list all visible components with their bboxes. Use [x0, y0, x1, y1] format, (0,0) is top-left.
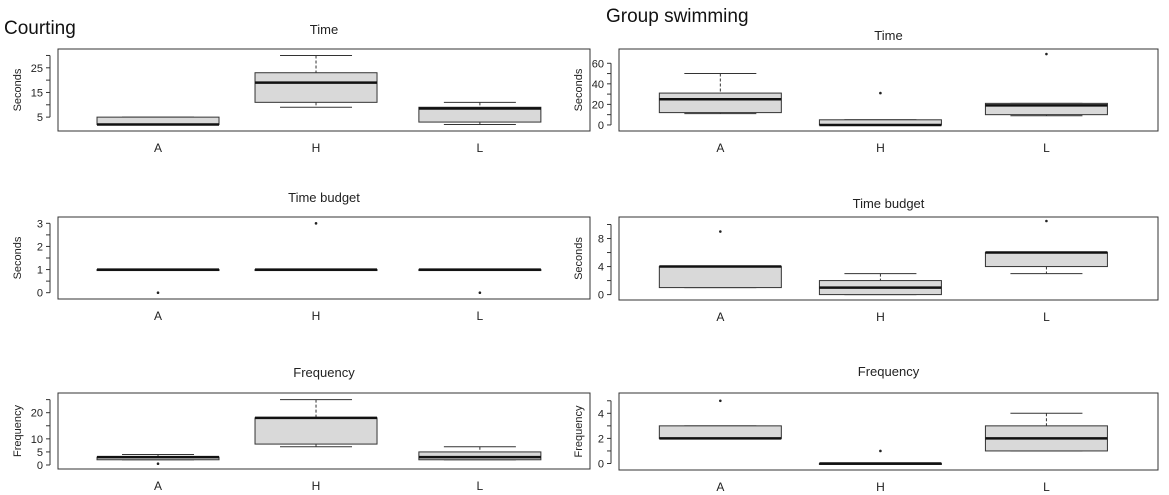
- courting-frequency-xtick-label-a: A: [154, 479, 162, 493]
- group-swimming-time-box-l: [984, 102, 1108, 116]
- courting-frequency-ytick-label: 5: [37, 447, 43, 459]
- group-swimming-frequency-ytick-label: 0: [598, 458, 604, 470]
- courting-frequency-ylabel: Frequency: [12, 405, 24, 457]
- courting-time-ytick-label: 5: [37, 112, 43, 124]
- group-swimming-time-ytick-label: 40: [592, 79, 604, 91]
- group-swimming-time-budget-xtick-label-h: H: [876, 310, 885, 324]
- group-swimming-time-budget-ytick-label: 0: [598, 290, 604, 302]
- courting-frequency-xtick-label-l: L: [477, 479, 484, 493]
- courting-time-budget-title: Time budget: [288, 190, 360, 205]
- courting-time-ytick-label: 15: [31, 87, 43, 99]
- courting-frequency-box-h: [254, 417, 378, 445]
- group-swimming-time-plot-frame: [618, 48, 1159, 132]
- courting-frequency-ytick-label: 0: [37, 460, 43, 472]
- courting-time-budget-ytick-label: 3: [37, 218, 43, 230]
- courting-time-budget-xtick-label-a: A: [154, 309, 162, 323]
- courting-time-xtick-label-h: H: [312, 141, 321, 155]
- courting-time-xtick-label-l: L: [477, 141, 484, 155]
- courting-time-budget-outlier-a: [156, 291, 160, 294]
- courting-time-budget-ylabel: Seconds: [12, 236, 24, 279]
- group-swimming-frequency-ytick-label: 4: [598, 408, 604, 420]
- group-swimming-frequency-box-a: [658, 425, 782, 439]
- courting-frequency-outlier-a: [156, 462, 160, 465]
- group-swimming-time-budget-xtick-label-a: A: [716, 310, 724, 324]
- group-swimming-time-xtick-label-a: A: [716, 141, 724, 155]
- group-swimming-time-budget-title: Time budget: [853, 196, 925, 211]
- courting-time-budget-xtick-label-h: H: [312, 309, 321, 323]
- courting-frequency-ytick-label: 10: [31, 434, 43, 446]
- courting-time-budget-ytick-label: 0: [37, 288, 43, 300]
- courting-time-title: Time: [310, 22, 338, 37]
- group-swimming-time-budget-xtick-label-l: L: [1043, 310, 1050, 324]
- group-swimming-time-outlier-h: [879, 91, 882, 95]
- group-swimming-frequency-xtick-label-a: A: [716, 480, 724, 494]
- group-swimming-time-budget-ytick-label: 8: [598, 234, 604, 246]
- group-swimming-frequency-xtick-label-h: H: [876, 480, 885, 494]
- courting-frequency-ytick-label: 20: [31, 408, 43, 420]
- courting-time-xtick-label-a: A: [154, 141, 162, 155]
- courting-time-budget-ytick-label: 2: [37, 241, 43, 253]
- group-swimming-frequency-title: Frequency: [858, 364, 920, 379]
- group-swimming-time-ylabel: Seconds: [573, 68, 585, 111]
- courting-time-budget-outlier-l: [478, 291, 482, 294]
- courting-time-ytick-label: 25: [31, 63, 43, 75]
- courting-frequency-xtick-label-h: H: [312, 479, 321, 493]
- group-swimming-frequency-outlier-a: [719, 399, 722, 403]
- group-swimming-time-title: Time: [874, 28, 902, 43]
- group-swimming-time-budget-outlier-l: [1045, 219, 1048, 223]
- courting-time-budget-ytick-label: 1: [37, 265, 43, 277]
- group-swimming-time-budget-outlier-a: [719, 230, 722, 233]
- group-swimming-frequency-ytick-label: 2: [598, 433, 604, 445]
- group-swimming-time-xtick-label-l: L: [1043, 141, 1050, 155]
- group-swimming-frequency-outlier-h: [879, 449, 882, 453]
- group-swimming-time-budget-ylabel: Seconds: [573, 237, 585, 280]
- group-swimming-time-budget-ytick-label: 4: [598, 262, 604, 274]
- group-swimming-time-ytick-label: 20: [592, 99, 604, 111]
- courting-frequency-box-l: [418, 451, 542, 461]
- group-swimming-time-box-a: [658, 92, 782, 114]
- group-swimming-time-budget-box-l: [984, 252, 1108, 268]
- courting-frequency-title: Frequency: [293, 365, 355, 380]
- group-swimming-group-title: Group swimming: [606, 6, 749, 27]
- courting-time-box-h: [254, 72, 378, 103]
- group-swimming-time-ytick-label: 0: [598, 120, 604, 132]
- courting-time-budget-xtick-label-l: L: [477, 309, 484, 323]
- group-swimming-frequency-xtick-label-l: L: [1043, 480, 1050, 494]
- courting-group-title: Courting: [4, 18, 76, 39]
- group-swimming-time-xtick-label-h: H: [876, 141, 885, 155]
- group-swimming-time-ytick-label: 60: [592, 58, 604, 70]
- courting-time-budget-plot-frame: [57, 216, 591, 300]
- courting-time-ylabel: Seconds: [12, 68, 24, 111]
- group-swimming-time-budget-box-a: [658, 266, 782, 289]
- group-swimming-time-outlier-l: [1045, 52, 1048, 56]
- group-swimming-frequency-ylabel: Frequency: [573, 405, 585, 457]
- courting-time-budget-outlier-h: [314, 222, 318, 225]
